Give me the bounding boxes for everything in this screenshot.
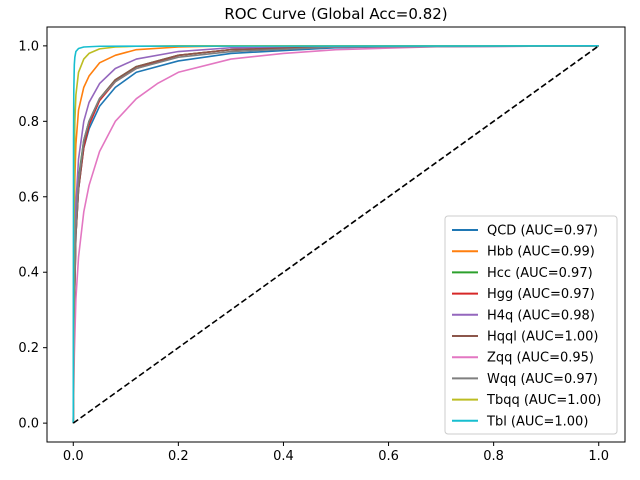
legend-label: H4q (AUC=0.98): [487, 308, 595, 323]
legend-label: Hbb (AUC=0.99): [487, 245, 595, 260]
legend: QCD (AUC=0.97) Hbb (AUC=0.99) Hcc (AUC=0.9…: [444, 215, 618, 435]
y-tick-label: 1.0: [18, 39, 39, 54]
x-tick-label: 0.0: [63, 449, 84, 464]
legend-label: Zqq (AUC=0.95): [487, 351, 594, 366]
chart-title: ROC Curve (Global Acc=0.82): [224, 5, 447, 23]
y-tick-label: 0.2: [18, 341, 39, 356]
series-line-6: [72, 45, 599, 424]
legend-label: Tbl (AUC=1.00): [486, 414, 588, 429]
series-line-7: [72, 45, 599, 424]
legend-label: Tbqq (AUC=1.00): [486, 393, 601, 408]
y-tick-label: 0.4: [18, 266, 39, 281]
legend-label: Hqql (AUC=1.00): [487, 330, 599, 345]
x-tick-label: 0.2: [168, 449, 189, 464]
legend-label: QCD (AUC=0.97): [487, 224, 598, 239]
legend-label: Wqq (AUC=0.97): [487, 372, 598, 387]
y-tick-label: 0.6: [18, 190, 39, 205]
y-axis: 0.0 0.2 0.4 0.6 0.8 1.0: [18, 39, 47, 432]
plot-lines: [72, 45, 600, 424]
plot-frame: [46, 26, 626, 443]
y-tick-label: 0.0: [18, 417, 39, 432]
series-line-9: [72, 45, 599, 424]
x-tick-label: 0.8: [483, 449, 504, 464]
x-axis: 0.0 0.2 0.4 0.6 0.8 1.0: [63, 442, 609, 464]
legend-label: Hgg (AUC=0.97): [487, 287, 595, 302]
legend-box: [444, 215, 618, 435]
y-tick-label: 0.8: [18, 115, 39, 130]
x-tick-label: 1.0: [588, 449, 609, 464]
legend-label: Hcc (AUC=0.97): [487, 266, 593, 281]
x-tick-label: 0.6: [378, 449, 399, 464]
x-tick-label: 0.4: [273, 449, 294, 464]
